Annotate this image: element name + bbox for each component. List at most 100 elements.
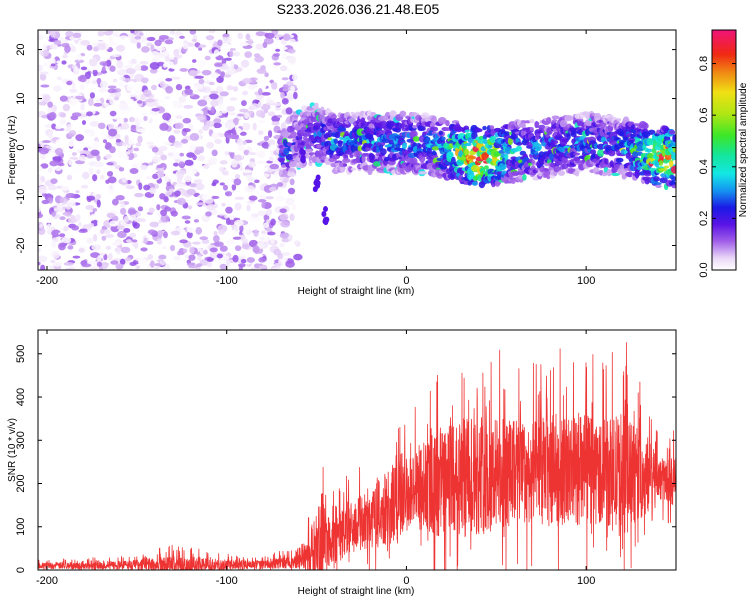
heatmap-cell <box>57 162 65 167</box>
heatmap-cell <box>467 155 477 160</box>
heatmap-cell <box>197 155 206 162</box>
heatmap-cell <box>209 251 219 259</box>
heatmap-cell <box>285 107 293 115</box>
heatmap-cell <box>38 179 43 186</box>
heatmap-cell <box>146 101 156 108</box>
heatmap-cell <box>615 157 624 163</box>
heatmap-cell <box>210 105 216 114</box>
heatmap-cell <box>216 85 224 94</box>
heatmap-cell <box>158 254 167 260</box>
heatmap-cell <box>616 118 622 122</box>
heatmap-cells <box>38 30 676 270</box>
heatmap-cell <box>273 52 280 57</box>
heatmap-cell <box>611 172 620 177</box>
heatmap-cell <box>74 59 85 64</box>
heatmap-cell <box>121 177 127 183</box>
heatmap-cell <box>252 245 260 254</box>
heatmap-cell <box>120 207 127 215</box>
heatmap-cell <box>225 259 231 267</box>
heatmap-cell <box>71 82 76 89</box>
heatmap-cell <box>40 46 45 52</box>
heatmap-cell <box>117 126 122 135</box>
heatmap-cell <box>239 167 244 171</box>
heatmap-cell <box>97 255 102 263</box>
heatmap-cell <box>165 61 175 69</box>
heatmap-cell <box>290 131 297 139</box>
heatmap-cell <box>51 241 57 249</box>
heatmap-cell <box>231 159 238 168</box>
heatmap-cell <box>225 239 236 245</box>
colorbar-tick-label: 0.6 <box>698 108 710 123</box>
heatmap-cell <box>86 237 94 244</box>
heatmap-cell <box>109 65 116 72</box>
heatmap-cell <box>153 55 162 60</box>
heatmap-cell <box>150 44 155 52</box>
heatmap-cell <box>287 55 297 64</box>
heatmap-cell <box>263 222 270 229</box>
heatmap-cell <box>643 170 652 175</box>
heatmap-cell <box>197 254 202 261</box>
heatmap-cell <box>205 80 210 84</box>
heatmap-cell <box>129 232 137 238</box>
colorbar-ticks: 0.0 0.2 0.4 0.6 0.8 <box>698 56 736 278</box>
heatmap-cell <box>189 30 197 35</box>
heatmap-cell <box>52 156 62 161</box>
heatmap-cell <box>220 71 226 78</box>
heatmap-cell <box>61 60 67 65</box>
heatmap-cell <box>38 165 43 172</box>
heatmap-cell <box>134 117 140 125</box>
heatmap-cell <box>118 167 125 172</box>
heatmap-cell <box>257 199 267 203</box>
heatmap-cell <box>314 102 319 109</box>
heatmap-cell <box>233 178 242 186</box>
heatmap-cell <box>552 140 559 145</box>
heatmap-cell <box>242 169 253 174</box>
heatmap-cell <box>179 152 185 157</box>
heatmap-cell <box>108 146 116 154</box>
heatmap-cell <box>240 59 250 68</box>
heatmap-cell <box>143 237 148 245</box>
heatmap-cell <box>107 88 117 94</box>
heatmap-cell <box>601 171 608 177</box>
heatmap-cell <box>219 91 229 97</box>
y-tick-label: 500 <box>15 345 27 363</box>
heatmap-cell <box>515 145 522 152</box>
heatmap-cell <box>291 203 297 211</box>
heatmap-cell <box>246 177 256 182</box>
heatmap-cell <box>268 99 274 104</box>
heatmap-cell <box>559 119 568 128</box>
heatmap-cell <box>226 105 236 112</box>
snr-y-label: SNR (10 * v/v) <box>7 418 18 482</box>
heatmap-cell <box>280 122 287 130</box>
heatmap-cell <box>360 117 366 124</box>
heatmap-cell <box>132 222 140 229</box>
heatmap-cell <box>535 143 542 152</box>
heatmap-cell <box>39 71 49 75</box>
heatmap-cell <box>164 96 171 100</box>
heatmap-cell <box>228 219 235 225</box>
heatmap-cell <box>219 245 228 252</box>
heatmap-cell <box>222 184 228 191</box>
heatmap-cell <box>102 229 111 234</box>
heatmap-cell <box>76 53 83 61</box>
heatmap-cell <box>127 208 137 215</box>
heatmap-cell <box>134 64 142 72</box>
colorbar-label: Normalized spectral amplitude <box>738 82 749 217</box>
heatmap-cell <box>62 211 72 216</box>
heatmap-cell <box>208 81 215 86</box>
heatmap-cell <box>53 39 62 45</box>
heatmap-cell <box>48 131 53 140</box>
heatmap-cell <box>217 39 223 47</box>
spectrogram-y-label: Frequency (Hz) <box>7 116 18 185</box>
heatmap-cell <box>94 161 105 168</box>
heatmap-cell <box>210 72 220 79</box>
heatmap-cell <box>279 208 287 214</box>
heatmap-cell <box>604 158 609 165</box>
heatmap-cell <box>101 51 108 57</box>
heatmap-cell <box>652 176 660 182</box>
heatmap-cell <box>175 80 183 85</box>
heatmap-cell <box>418 171 428 175</box>
heatmap-cell <box>100 174 105 180</box>
heatmap-cell <box>120 122 130 130</box>
heatmap-cell <box>125 151 131 155</box>
